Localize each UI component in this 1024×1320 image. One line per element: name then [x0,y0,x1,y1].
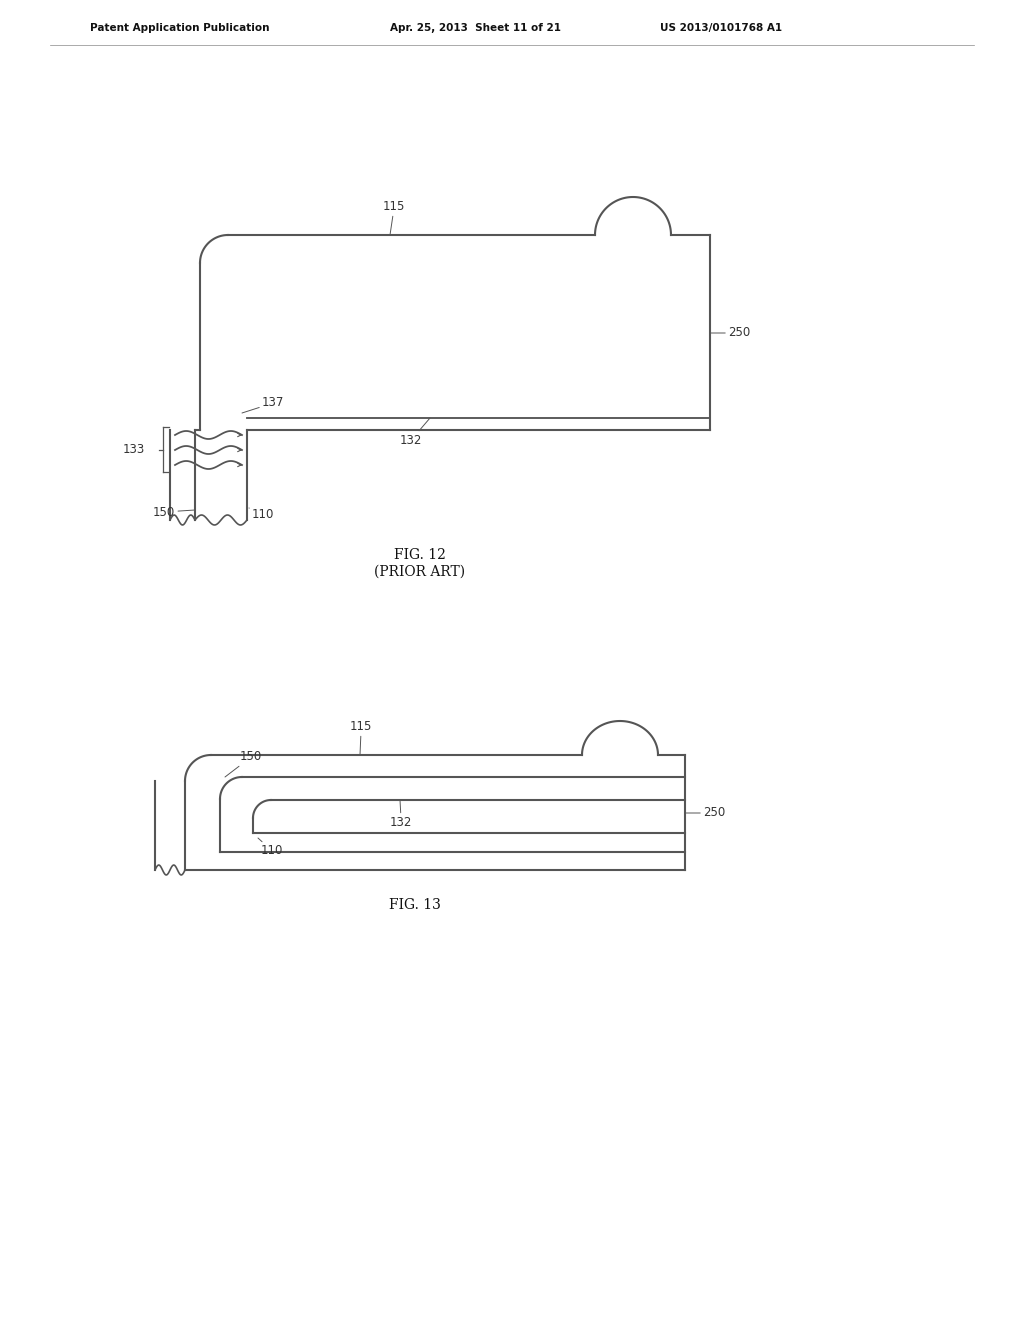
Text: 137: 137 [242,396,285,413]
Text: 150: 150 [153,506,195,519]
Text: Patent Application Publication: Patent Application Publication [90,22,269,33]
Text: (PRIOR ART): (PRIOR ART) [375,565,466,579]
Text: FIG. 13: FIG. 13 [389,898,441,912]
Text: FIG. 12: FIG. 12 [394,548,445,562]
Text: 110: 110 [258,838,284,858]
Text: 115: 115 [383,201,406,235]
Text: 110: 110 [249,508,274,521]
Text: 132: 132 [400,418,430,446]
Text: 115: 115 [350,721,373,755]
Text: 250: 250 [710,326,751,339]
Text: 250: 250 [685,807,725,820]
Text: 133: 133 [123,444,145,455]
Text: Apr. 25, 2013  Sheet 11 of 21: Apr. 25, 2013 Sheet 11 of 21 [390,22,561,33]
Text: US 2013/0101768 A1: US 2013/0101768 A1 [660,22,782,33]
Text: 150: 150 [225,751,262,777]
Text: 132: 132 [390,800,413,829]
